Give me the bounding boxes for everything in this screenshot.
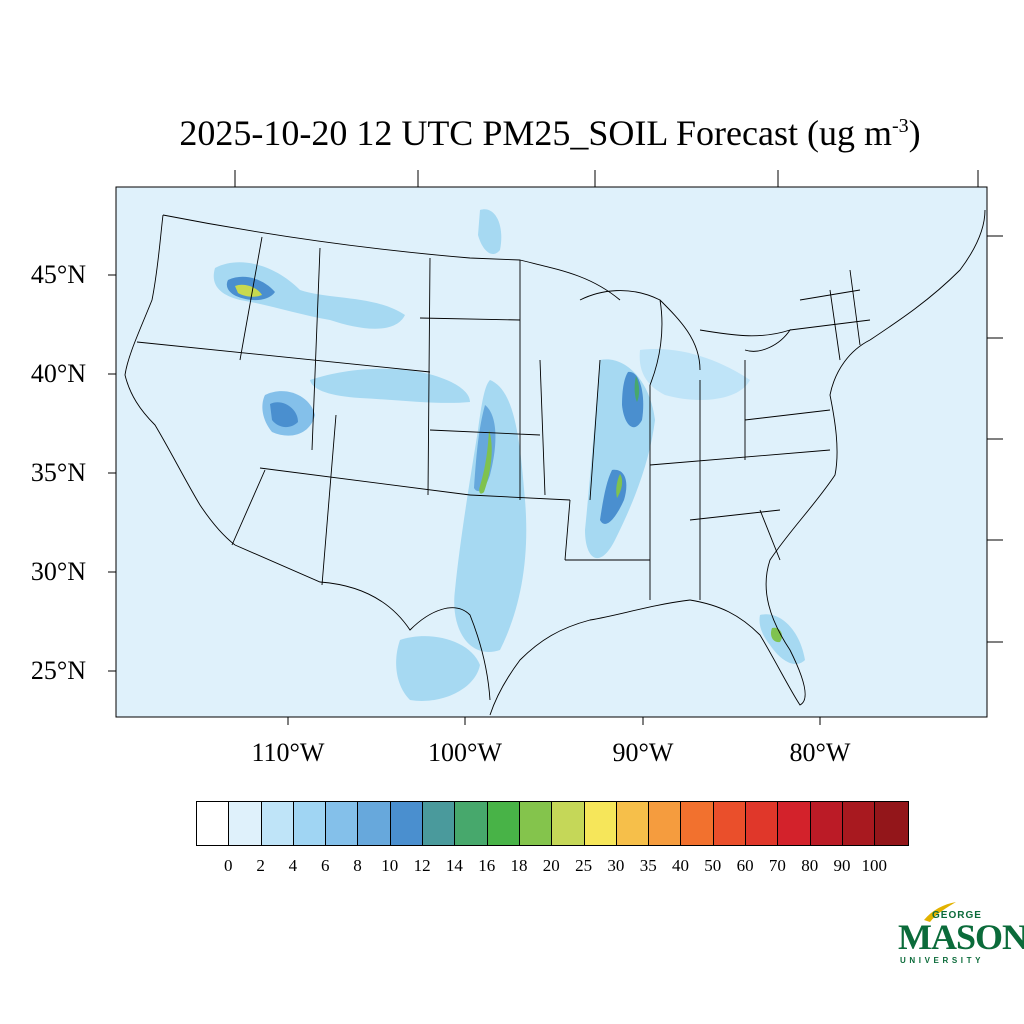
plume-mexico (396, 636, 480, 701)
colorbar-tick-label: 6 (320, 856, 330, 875)
core-kansas-streak (479, 430, 492, 494)
title-close: ) (908, 113, 921, 153)
colorbar-swatch (358, 802, 391, 845)
colorbar-swatch (390, 802, 424, 845)
colorbar-swatch (293, 802, 327, 845)
lat-label-35n: 35°N (30, 458, 86, 487)
colorbar-tick-label: 25 (575, 856, 593, 875)
core-montana-hot (235, 284, 262, 297)
colorbar-swatch (423, 802, 456, 845)
core-utah (270, 402, 298, 428)
colorbar-swatch (455, 802, 488, 845)
colorbar-swatch (649, 802, 682, 845)
colorbar-tick-label: 70 (768, 856, 786, 875)
colorbar-tick-label: 100 (861, 856, 888, 875)
lon-label-110w: 110°W (251, 738, 325, 767)
logo-swoosh-icon (924, 902, 956, 922)
lon-label-90w: 90°W (612, 738, 674, 767)
colorbar-swatch (875, 802, 908, 845)
east-coast (689, 339, 871, 706)
state-lines-northeast (789, 269, 871, 361)
colorbar-swatch (326, 802, 359, 845)
core-arkansas-hot (616, 474, 623, 498)
gmu-logo: GEORGE MASON UNIVERSITY (898, 900, 1024, 970)
colorbar-tick-label: 0 (224, 856, 233, 875)
canada-border (162, 214, 621, 301)
northeast-coast (869, 209, 986, 341)
colorbar-swatch (842, 802, 876, 845)
colorbar-swatch (487, 802, 520, 845)
colorbar-tick-label: 10 (381, 856, 399, 875)
us-west-coast (124, 214, 236, 546)
axis-ticks (108, 170, 1003, 725)
lat-label-40n: 40°N (30, 359, 86, 388)
coastlines-and-state-borders (124, 209, 986, 716)
plume-florida (759, 614, 805, 665)
colorbar-tick-label: 18 (510, 856, 528, 875)
chart-title: 2025-10-20 12 UTC PM25_SOIL Forecast (ug… (0, 112, 1024, 154)
title-main: 2025-10-20 12 UTC PM25_SOIL Forecast (ug… (179, 113, 892, 153)
logo-university: UNIVERSITY (900, 956, 985, 965)
plume-kansas-texas (454, 380, 527, 652)
colorbar-tick-label: 8 (353, 856, 362, 875)
colorbar-swatch (746, 802, 779, 845)
core-illinois-hot (634, 376, 640, 402)
colorbar-tick-label: 20 (542, 856, 560, 875)
colorbar-tick-label: 16 (478, 856, 496, 875)
lon-label-80w: 80°W (789, 738, 851, 767)
plume-ohio-valley (639, 349, 750, 400)
colorbar-tick-label: 90 (833, 856, 851, 875)
gulf-coast (489, 599, 691, 716)
great-lakes (579, 290, 792, 386)
lat-label-25n: 25°N (30, 656, 86, 685)
colorbar-tick-label: 50 (704, 856, 722, 875)
state-lines-central (419, 260, 650, 561)
lat-label-30n: 30°N (30, 557, 86, 586)
colorbar-tick-label: 30 (607, 856, 625, 875)
plume-montana (213, 262, 405, 329)
colorbar (196, 801, 909, 846)
colorbar-swatch (713, 802, 747, 845)
colorbar-swatch (519, 802, 553, 845)
plume-canada-nd (478, 209, 502, 255)
colorbar-swatch (810, 802, 843, 845)
colorbar-swatch (616, 802, 650, 845)
colorbar-swatch (197, 802, 230, 845)
concentration-field (213, 209, 805, 701)
colorbar-tick-label: 2 (256, 856, 265, 875)
lat-label-45n: 45°N (30, 260, 86, 289)
plume-wyoming-nebraska (310, 368, 470, 403)
colorbar-tick-label: 12 (413, 856, 431, 875)
state-lines-west (136, 236, 471, 586)
colorbar-tick-label: 40 (672, 856, 689, 875)
title-superscript: -3 (891, 115, 909, 137)
colorbar-swatch (261, 802, 294, 845)
mexico-border (234, 544, 491, 701)
lon-label-100w: 100°W (428, 738, 502, 767)
colorbar-tick-label: 80 (801, 856, 819, 875)
logo-mason: MASON (898, 917, 1024, 957)
colorbar-tick-label: 60 (736, 856, 754, 875)
colorbar-swatch (778, 802, 811, 845)
colorbar-tick-label: 35 (639, 856, 657, 875)
colorbar-swatch (584, 802, 617, 845)
logo-george: GEORGE (932, 910, 982, 921)
core-kansas (474, 405, 496, 492)
colorbar-swatch (681, 802, 714, 845)
colorbar-tick-label: 14 (445, 856, 463, 875)
colorbar-tick-label: 4 (288, 856, 298, 875)
state-lines-east (649, 360, 831, 600)
colorbar-swatch (552, 802, 585, 845)
colorbar-swatch (229, 802, 262, 845)
